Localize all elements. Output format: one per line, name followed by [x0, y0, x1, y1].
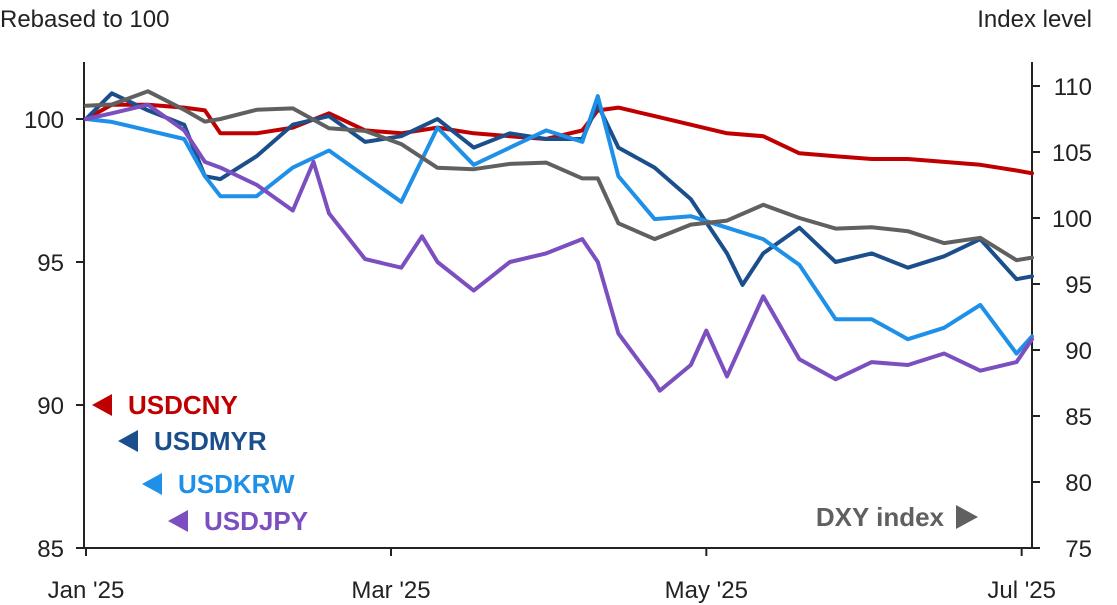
- legend: USDCNY USDMYR USDKRW USDJPY DXY index: [92, 390, 978, 536]
- right-tick-label: 75: [1065, 536, 1092, 563]
- series-line-usdjpy: [84, 102, 1034, 393]
- legend-marker-usdkrw: [142, 473, 162, 495]
- left-tick-label: 85: [37, 536, 64, 563]
- right-tick-label: 105: [1052, 140, 1092, 167]
- right-tick-label: 80: [1065, 470, 1092, 497]
- series-line-dxy-index: [84, 89, 1034, 263]
- series-line-usdkrw: [84, 94, 1034, 356]
- legend-marker-usdjpy: [168, 510, 188, 532]
- legend-marker-usdmyr: [118, 430, 138, 452]
- right-axis-ticks: 110 105 100 95 90 85 80 75: [1032, 74, 1092, 563]
- x-tick-label: May '25: [665, 577, 748, 604]
- legend-label-usdjpy: USDJPY: [204, 506, 308, 536]
- x-tick-label: Mar '25: [351, 577, 430, 604]
- x-tick-label: Jul '25: [987, 577, 1056, 604]
- series-line-usdmyr: [84, 91, 1034, 287]
- right-tick-label: 110: [1054, 74, 1092, 101]
- x-tick-label: Jan '25: [48, 577, 125, 604]
- right-tick-label: 90: [1065, 338, 1092, 365]
- legend-label-usdmyr: USDMYR: [154, 426, 267, 456]
- legend-label-dxy-index: DXY index: [816, 502, 945, 532]
- left-axis-title: Rebased to 100: [0, 6, 169, 33]
- legend-label-usdkrw: USDKRW: [178, 469, 295, 499]
- left-tick-label: 95: [37, 250, 64, 277]
- legend-marker-dxy-index: [956, 505, 978, 529]
- left-tick-label: 100: [24, 107, 64, 134]
- legend-label-usdcny: USDCNY: [128, 390, 238, 420]
- x-axis-ticks: Jan '25 Mar '25 May '25 Jul '25: [48, 548, 1056, 604]
- left-tick-label: 90: [37, 393, 64, 420]
- right-tick-label: 100: [1052, 206, 1092, 233]
- right-tick-label: 85: [1065, 404, 1092, 431]
- series-lines: [84, 89, 1034, 393]
- left-axis-ticks: 100 95 90 85: [24, 107, 84, 563]
- right-tick-label: 95: [1065, 272, 1092, 299]
- legend-marker-usdcny: [92, 394, 112, 416]
- right-axis-title: Index level: [977, 6, 1092, 33]
